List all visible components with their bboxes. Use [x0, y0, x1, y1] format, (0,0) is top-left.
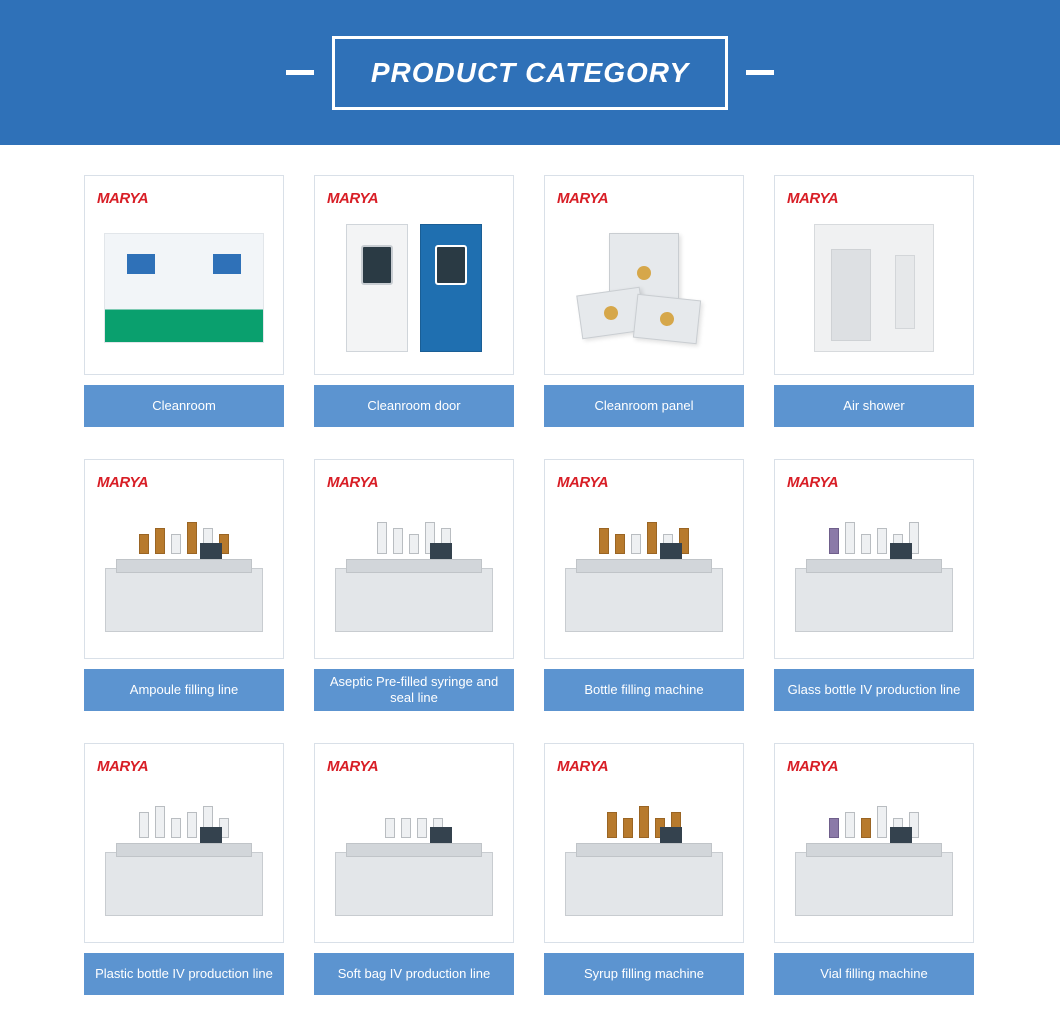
title-dash-right	[746, 70, 774, 75]
product-grid: MARYA Cleanroom MARYA Cleanroom door MARYA Cl…	[84, 175, 976, 995]
product-illustration	[325, 496, 503, 648]
product-image: MARYA	[774, 743, 974, 943]
product-card[interactable]: MARYA Cleanroom panel	[544, 175, 744, 427]
product-image: MARYA	[774, 459, 974, 659]
product-card[interactable]: MARYA Plastic bottle IV production line	[84, 743, 284, 995]
brand-logo: MARYA	[97, 758, 148, 775]
product-card[interactable]: MARYA Air shower	[774, 175, 974, 427]
product-card[interactable]: MARYA Vial filling machine	[774, 743, 974, 995]
product-label: Syrup filling machine	[544, 953, 744, 995]
product-card[interactable]: MARYA Ampoule filling line	[84, 459, 284, 711]
product-illustration	[95, 496, 273, 648]
product-label: Bottle filling machine	[544, 669, 744, 711]
product-image: MARYA	[84, 459, 284, 659]
title-wrap: PRODUCT CATEGORY	[286, 36, 774, 110]
brand-logo: MARYA	[787, 758, 838, 775]
product-illustration	[785, 212, 963, 364]
product-illustration	[785, 496, 963, 648]
product-card[interactable]: MARYA Cleanroom	[84, 175, 284, 427]
product-illustration	[95, 212, 273, 364]
product-label: Ampoule filling line	[84, 669, 284, 711]
product-label: Aseptic Pre-filled syringe and seal line	[314, 669, 514, 711]
product-label: Plastic bottle IV production line	[84, 953, 284, 995]
title-dash-left	[286, 70, 314, 75]
product-image: MARYA	[314, 743, 514, 943]
brand-logo: MARYA	[97, 474, 148, 491]
product-illustration	[555, 212, 733, 364]
product-label: Air shower	[774, 385, 974, 427]
product-illustration	[555, 780, 733, 932]
product-card[interactable]: MARYA Aseptic Pre-filled syringe and seal…	[314, 459, 514, 711]
brand-logo: MARYA	[327, 190, 378, 207]
brand-logo: MARYA	[557, 474, 608, 491]
product-label: Glass bottle IV production line	[774, 669, 974, 711]
product-card[interactable]: MARYA Soft bag IV production line	[314, 743, 514, 995]
product-image: MARYA	[774, 175, 974, 375]
product-label: Soft bag IV production line	[314, 953, 514, 995]
product-card[interactable]: MARYA Syrup filling machine	[544, 743, 744, 995]
product-illustration	[325, 212, 503, 364]
product-label: Cleanroom door	[314, 385, 514, 427]
product-illustration	[555, 496, 733, 648]
brand-logo: MARYA	[787, 474, 838, 491]
product-image: MARYA	[84, 743, 284, 943]
product-illustration	[325, 780, 503, 932]
brand-logo: MARYA	[557, 190, 608, 207]
page-title: PRODUCT CATEGORY	[332, 36, 728, 110]
brand-logo: MARYA	[327, 474, 378, 491]
brand-logo: MARYA	[557, 758, 608, 775]
product-image: MARYA	[84, 175, 284, 375]
product-label: Vial filling machine	[774, 953, 974, 995]
product-image: MARYA	[544, 459, 744, 659]
product-card[interactable]: MARYA Glass bottle IV production line	[774, 459, 974, 711]
brand-logo: MARYA	[97, 190, 148, 207]
product-illustration	[95, 780, 273, 932]
product-grid-container: MARYA Cleanroom MARYA Cleanroom door MARYA Cl…	[0, 145, 1060, 1025]
brand-logo: MARYA	[327, 758, 378, 775]
product-image: MARYA	[544, 175, 744, 375]
product-image: MARYA	[544, 743, 744, 943]
brand-logo: MARYA	[787, 190, 838, 207]
product-label: Cleanroom panel	[544, 385, 744, 427]
product-card[interactable]: MARYA Bottle filling machine	[544, 459, 744, 711]
product-image: MARYA	[314, 459, 514, 659]
product-label: Cleanroom	[84, 385, 284, 427]
product-image: MARYA	[314, 175, 514, 375]
product-card[interactable]: MARYA Cleanroom door	[314, 175, 514, 427]
product-illustration	[785, 780, 963, 932]
header-banner: PRODUCT CATEGORY	[0, 0, 1060, 145]
